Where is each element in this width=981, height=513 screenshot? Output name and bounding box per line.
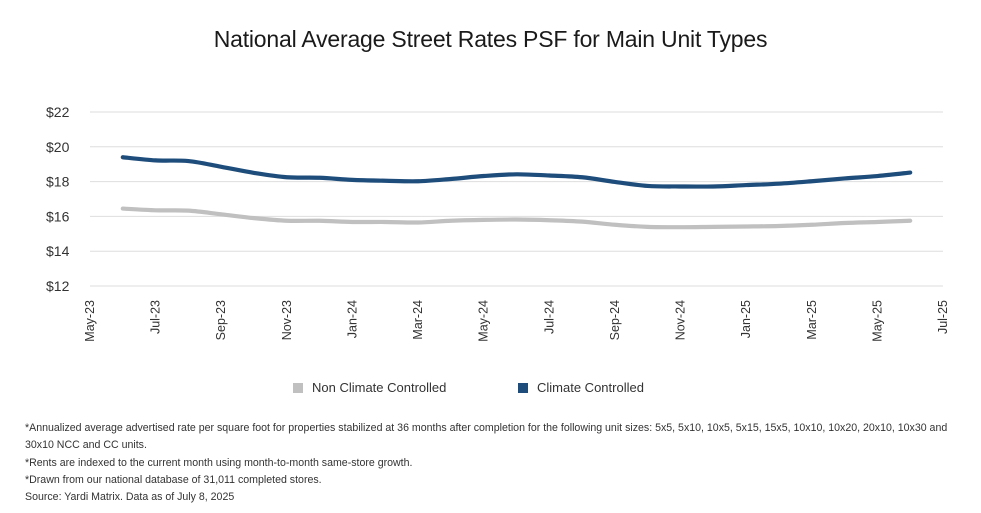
series-lines <box>120 155 913 230</box>
legend-item-climate: Climate Controlled <box>518 380 644 395</box>
x-tick-label: May-24 <box>477 300 491 342</box>
footnote-3: *Drawn from our national database of 31,… <box>25 473 322 486</box>
y-axis-ticks: $22 $20 $18 $16 $14 $12 <box>46 104 70 294</box>
series-line-climate <box>120 155 913 189</box>
x-tick-label: Sep-23 <box>214 300 228 340</box>
x-tick-label: Jan-24 <box>345 300 359 338</box>
y-tick-label: $20 <box>46 139 70 155</box>
footnote-1: *Annualized average advertised rate per … <box>25 422 948 452</box>
chart-title: National Average Street Rates PSF for Ma… <box>213 26 768 52</box>
legend-swatch-non-climate <box>293 382 303 393</box>
x-tick-label: Sep-24 <box>608 300 622 340</box>
y-tick-label: $16 <box>46 208 70 224</box>
series-line-non-climate <box>120 206 913 230</box>
footnotes: *Annualized average advertised rate per … <box>25 420 955 506</box>
x-tick-label: Nov-24 <box>674 300 688 340</box>
x-tick-label: Jul-24 <box>542 300 556 334</box>
y-tick-label: $14 <box>46 243 70 259</box>
legend-label-climate: Climate Controlled <box>537 380 644 395</box>
legend-label-non-climate: Non Climate Controlled <box>312 380 447 395</box>
y-tick-label: $18 <box>46 174 70 190</box>
footnote-2: *Rents are indexed to the current month … <box>25 456 413 469</box>
x-tick-label: Jul-25 <box>936 300 950 334</box>
legend-item-non-climate: Non Climate Controlled <box>293 380 446 395</box>
x-axis-ticks: May-23 Jul-23 Sep-23 Nov-23 Jan-24 Mar-24 May-… <box>83 300 950 342</box>
x-tick-label: May-25 <box>870 300 884 342</box>
y-tick-label: $12 <box>46 278 70 294</box>
gridlines <box>90 111 943 287</box>
x-tick-label: Jul-23 <box>149 300 163 334</box>
legend: Non Climate Controlled Climate Controlle… <box>0 380 981 400</box>
y-tick-label: $22 <box>46 104 70 120</box>
x-tick-label: Nov-23 <box>280 300 294 340</box>
legend-swatch-climate <box>518 382 528 393</box>
x-tick-label: May-23 <box>83 300 97 342</box>
footnote-4: Source: Yardi Matrix. Data as of July 8,… <box>25 491 235 504</box>
x-tick-label: Jan-25 <box>739 300 753 338</box>
x-tick-label: Mar-25 <box>805 300 819 340</box>
x-tick-label: Mar-24 <box>411 300 425 340</box>
